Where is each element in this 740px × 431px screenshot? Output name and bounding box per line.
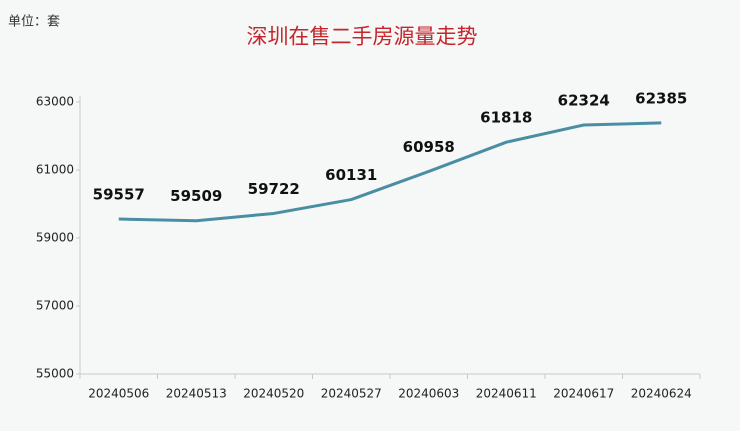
y-tick-label: 57000 (36, 299, 74, 313)
unit-label: 单位：套 (8, 14, 60, 30)
y-tick-label: 61000 (36, 163, 74, 177)
data-label: 62324 (558, 91, 610, 109)
x-tick-label: 20240617 (553, 387, 614, 401)
y-tick-label: 63000 (36, 95, 74, 109)
x-tick-label: 20240611 (476, 387, 537, 401)
x-tick-label: 20240624 (631, 387, 692, 401)
x-tick-label: 20240506 (88, 387, 149, 401)
x-tick-label: 20240513 (166, 387, 227, 401)
y-tick-label: 59000 (36, 231, 74, 245)
data-label: 60131 (325, 166, 377, 184)
x-tick-label: 20240603 (398, 387, 459, 401)
data-label: 59557 (93, 186, 145, 204)
data-label: 61818 (480, 109, 532, 127)
data-label: 60958 (403, 138, 455, 156)
data-label: 62385 (635, 89, 687, 107)
chart-title: 深圳在售二手房源量走势 (247, 25, 478, 49)
data-label: 59509 (170, 187, 222, 205)
x-tick-label: 20240527 (321, 387, 382, 401)
line (118, 121, 662, 223)
y-tick-label: 55000 (36, 367, 74, 381)
data-label: 59722 (248, 180, 300, 198)
x-tick-label: 20240520 (243, 387, 304, 401)
